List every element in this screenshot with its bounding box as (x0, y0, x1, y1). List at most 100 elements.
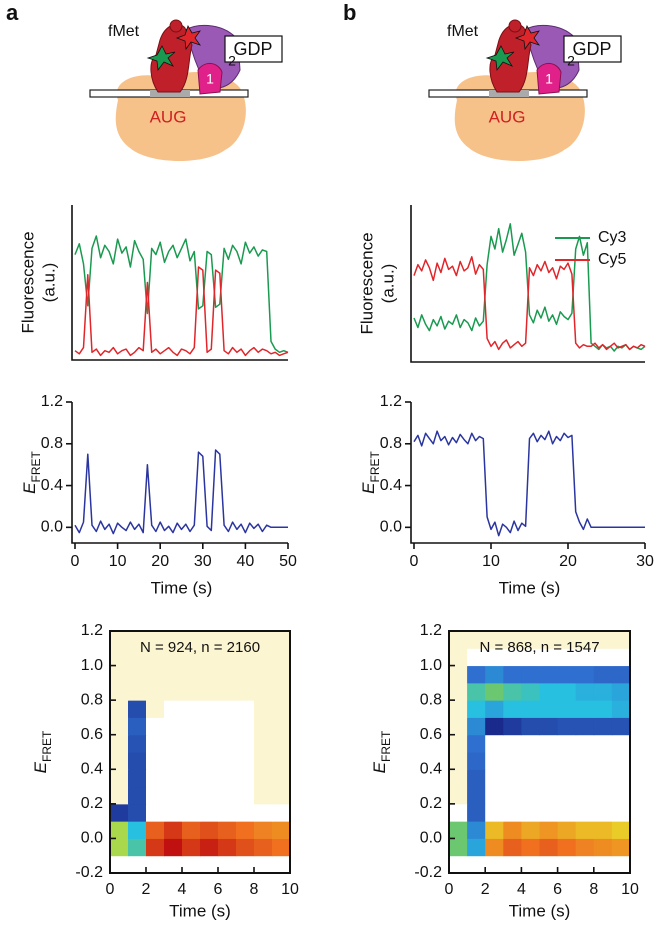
heat-cell (164, 786, 183, 805)
heat-cell (449, 682, 468, 701)
y-axis-label: Fluorescence (18, 231, 37, 333)
y-axis-label-sub: FRET (29, 451, 43, 483)
heat-cell (449, 821, 468, 839)
heat-cell (146, 665, 165, 684)
heat-cell (539, 769, 559, 788)
heat-cell (521, 803, 540, 822)
plot-frame (448, 630, 631, 874)
heat-cell (503, 682, 522, 701)
heat-cell (467, 821, 486, 839)
heat-cell (449, 769, 468, 788)
heat-cell (503, 752, 522, 770)
heat-cell (236, 752, 255, 770)
y-axis-label-sub: FRET (368, 451, 382, 483)
trace (74, 449, 288, 535)
heat-cell (593, 821, 613, 839)
heat-cell (164, 717, 183, 736)
plot-frame (109, 630, 291, 874)
y-tick-label: 0.2 (81, 795, 103, 812)
heat-cell (557, 803, 577, 822)
heat-cell (110, 734, 129, 753)
heat-cell (182, 682, 201, 701)
annotation: N = 924, n = 2160 (140, 639, 260, 656)
heat-cell (449, 855, 468, 874)
trace (413, 256, 646, 351)
annotation: N = 868, n = 1547 (479, 639, 599, 656)
heat-cell (200, 821, 219, 839)
heat-cell (218, 752, 237, 770)
heat-cell (182, 803, 201, 822)
heat-cell (272, 838, 291, 857)
heat-cell (272, 717, 291, 736)
y-axis-label-sub: FRET (40, 730, 54, 762)
diagram-label: GDP (572, 39, 611, 59)
heat-cell (521, 838, 540, 857)
trace (413, 430, 645, 537)
heat-cell (146, 648, 165, 667)
heat-cell (254, 631, 273, 649)
y-tick-label: 0.8 (41, 435, 63, 452)
heat-cell (254, 803, 273, 822)
heat-cell (557, 682, 577, 701)
y-tick-label: 0.4 (81, 761, 103, 778)
heat-cell (503, 786, 522, 805)
heat-cell (254, 855, 273, 874)
heat-cell (164, 682, 183, 701)
heat-cell (575, 648, 595, 667)
heat-cell (272, 631, 291, 649)
heat-cell (182, 786, 201, 805)
heat-cell (182, 700, 201, 718)
heat-cell (593, 734, 613, 753)
heat-cell (485, 734, 504, 753)
heat-cell (272, 665, 291, 684)
heat-cell (200, 665, 219, 684)
heat-cell (467, 717, 486, 736)
heat-cell (521, 752, 540, 770)
heat-cell (164, 648, 183, 667)
heat-cell (182, 648, 201, 667)
heat-cell (236, 821, 255, 839)
y-axis-label: EFRET (31, 730, 54, 773)
heat-cell (110, 786, 129, 805)
heat-cell (182, 769, 201, 788)
heat-cell (218, 631, 237, 649)
heat-cell (557, 769, 577, 788)
heat-cell (575, 803, 595, 822)
heat-cell (539, 786, 559, 805)
heat-cell (467, 648, 486, 667)
heat-cell (503, 769, 522, 788)
heat-cell (467, 855, 486, 874)
x-axis-label: Time (s) (499, 578, 561, 597)
x-tick-label: 30 (636, 553, 654, 570)
heat-cell (575, 734, 595, 753)
heat-cell (449, 631, 468, 649)
y-tick-label: 0.6 (420, 726, 442, 743)
heat-cell (128, 665, 147, 684)
heat-cell (110, 700, 129, 718)
heat-cell (200, 700, 219, 718)
heat-cell (575, 752, 595, 770)
panel-label: a (6, 0, 19, 25)
heat-cell (485, 803, 504, 822)
x-tick-label: 50 (279, 553, 297, 570)
heat-cell (164, 752, 183, 770)
y-axis-label: (a.u.) (39, 263, 58, 303)
heat-cell (128, 631, 147, 649)
heat-cell (128, 717, 147, 736)
heat-cell (254, 821, 273, 839)
heat-cell (218, 786, 237, 805)
heat-cell (272, 855, 291, 874)
heat-cell (593, 700, 613, 718)
heat-cell (575, 786, 595, 805)
heat-cell (128, 855, 147, 874)
axis (71, 402, 288, 544)
x-tick-label: 0 (445, 881, 454, 898)
heat-cell (146, 734, 165, 753)
heat-cell (575, 769, 595, 788)
heat-cell (485, 648, 504, 667)
heat-cell (182, 855, 201, 874)
panel-label: b (343, 0, 356, 25)
y-axis-label: EFRET (359, 451, 382, 494)
heat-cell (146, 682, 165, 701)
